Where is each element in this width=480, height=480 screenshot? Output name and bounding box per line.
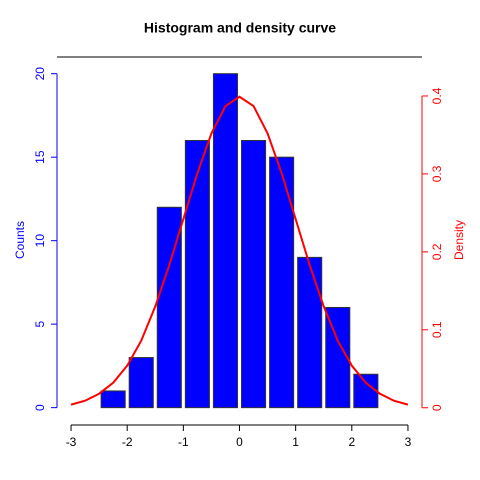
chart-title: Histogram and density curve <box>144 20 336 36</box>
y2-tick-label: 0.2 <box>430 243 444 260</box>
bar <box>297 256 323 409</box>
y2-tick-label: 0.4 <box>430 87 444 104</box>
y-tick-label: 0 <box>33 404 47 411</box>
y-tick-label: 15 <box>33 150 47 164</box>
y-tick-label: 10 <box>33 234 47 248</box>
bar <box>212 73 239 409</box>
bar <box>269 156 295 409</box>
y2-tick-label: 0.1 <box>430 321 444 338</box>
x-tick-label: -2 <box>122 435 133 449</box>
x-tick-label: 0 <box>236 435 243 449</box>
y2-tick-label: 0.3 <box>430 165 444 182</box>
y2-axis-label: Density <box>452 220 466 260</box>
y-tick-label: 5 <box>33 320 47 327</box>
x-tick-label: -3 <box>66 435 77 449</box>
x-tick-label: -1 <box>178 435 189 449</box>
x-tick-label: 1 <box>292 435 299 449</box>
bar <box>353 373 379 409</box>
x-tick-label: 2 <box>348 435 355 449</box>
bar <box>241 139 267 409</box>
y2-tick-label: 0 <box>430 404 444 411</box>
bar <box>100 390 126 409</box>
bar <box>325 306 351 409</box>
bar <box>184 139 210 409</box>
y-tick-label: 20 <box>33 67 47 81</box>
density-line <box>70 95 409 406</box>
x-tick-label: 3 <box>405 435 412 449</box>
bar <box>128 357 154 409</box>
y-axis-label: Counts <box>13 221 27 259</box>
